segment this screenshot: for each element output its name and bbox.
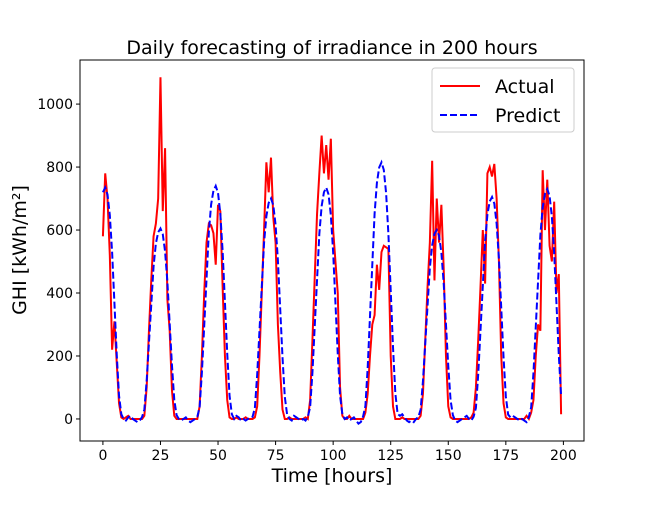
y-tick-label: 400 bbox=[46, 286, 73, 302]
x-tick-label: 0 bbox=[98, 448, 107, 464]
x-tick-label: 125 bbox=[377, 448, 404, 464]
y-axis-label: GHI [kWh/m²] bbox=[9, 185, 31, 315]
y-tick-label: 800 bbox=[46, 160, 73, 176]
legend-box bbox=[431, 67, 575, 133]
y-tick-label: 200 bbox=[46, 349, 73, 365]
series-line bbox=[102, 159, 563, 426]
x-tick-label: 150 bbox=[435, 448, 462, 464]
chart-title: Daily forecasting of irradiance in 200 h… bbox=[126, 37, 537, 59]
x-tick-label: 200 bbox=[550, 448, 577, 464]
x-axis-label: Time [hours] bbox=[271, 465, 393, 487]
legend-label: Predict bbox=[495, 105, 560, 127]
x-tick-label: 50 bbox=[209, 448, 227, 464]
y-tick-label: 600 bbox=[46, 223, 73, 239]
x-tick-label: 100 bbox=[320, 448, 347, 464]
legend-label: Actual bbox=[495, 76, 555, 98]
x-tick-label: 175 bbox=[492, 448, 519, 464]
x-tick-label: 25 bbox=[152, 448, 170, 464]
y-tick-label: 1000 bbox=[37, 97, 73, 113]
axes-frame bbox=[79, 59, 585, 442]
y-tick-label: 0 bbox=[64, 412, 73, 428]
x-tick-label: 75 bbox=[267, 448, 285, 464]
